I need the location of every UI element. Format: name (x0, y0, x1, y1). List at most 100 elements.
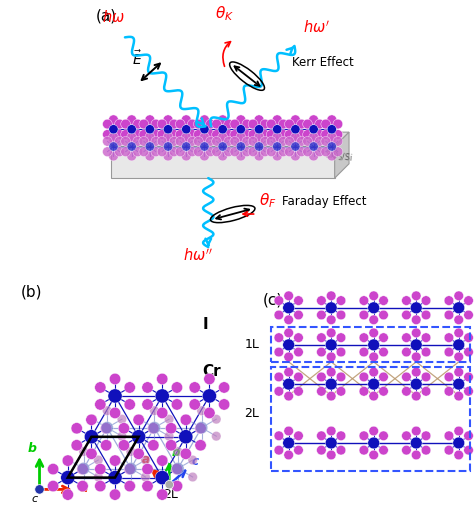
Circle shape (284, 315, 293, 325)
Circle shape (156, 373, 168, 385)
Circle shape (145, 125, 155, 134)
Circle shape (274, 333, 283, 343)
Circle shape (444, 333, 454, 343)
Circle shape (464, 310, 474, 320)
Circle shape (115, 130, 124, 140)
Circle shape (294, 310, 303, 320)
Circle shape (444, 372, 454, 382)
Text: I: I (202, 317, 208, 332)
Text: b: b (27, 442, 36, 455)
Circle shape (163, 151, 173, 161)
Circle shape (79, 447, 88, 456)
Circle shape (165, 481, 173, 489)
Circle shape (317, 296, 326, 305)
Circle shape (102, 136, 112, 146)
Circle shape (100, 440, 112, 451)
Circle shape (454, 352, 464, 362)
Circle shape (336, 445, 346, 455)
Circle shape (102, 406, 112, 416)
Circle shape (411, 391, 421, 401)
Circle shape (95, 382, 106, 393)
Circle shape (200, 134, 210, 144)
Circle shape (224, 130, 234, 140)
Circle shape (401, 296, 411, 305)
Circle shape (368, 378, 380, 390)
Circle shape (95, 463, 106, 475)
Circle shape (182, 142, 191, 151)
Circle shape (148, 440, 159, 451)
Circle shape (454, 328, 464, 338)
Circle shape (294, 347, 303, 357)
Circle shape (164, 125, 173, 134)
Circle shape (278, 130, 288, 140)
Circle shape (211, 431, 221, 441)
Circle shape (169, 136, 179, 146)
Circle shape (327, 125, 337, 134)
Circle shape (151, 119, 161, 129)
Circle shape (294, 386, 303, 396)
Circle shape (274, 296, 283, 305)
Circle shape (79, 481, 88, 490)
Circle shape (206, 130, 215, 140)
Circle shape (260, 147, 270, 156)
Circle shape (369, 291, 379, 301)
Circle shape (274, 372, 283, 382)
Circle shape (309, 115, 319, 125)
Circle shape (163, 132, 173, 142)
Circle shape (317, 386, 326, 396)
Circle shape (236, 125, 246, 134)
Circle shape (182, 132, 191, 142)
Circle shape (327, 291, 336, 301)
Circle shape (327, 132, 337, 142)
Circle shape (317, 347, 326, 357)
Circle shape (401, 310, 411, 320)
Circle shape (109, 134, 118, 144)
Text: Kerr Effect: Kerr Effect (292, 56, 353, 69)
Circle shape (283, 437, 294, 449)
Circle shape (127, 142, 136, 151)
Circle shape (411, 291, 421, 301)
Circle shape (327, 151, 337, 161)
Circle shape (401, 445, 411, 455)
Text: $\theta_F$: $\theta_F$ (258, 191, 276, 210)
Circle shape (325, 378, 337, 390)
Circle shape (464, 431, 474, 441)
Circle shape (327, 367, 336, 377)
Circle shape (218, 134, 228, 144)
Circle shape (242, 147, 252, 156)
Circle shape (206, 119, 215, 129)
Circle shape (109, 115, 118, 125)
Circle shape (317, 431, 326, 441)
Circle shape (133, 414, 144, 425)
Circle shape (182, 125, 191, 134)
Circle shape (175, 130, 185, 140)
Circle shape (124, 481, 136, 492)
Circle shape (336, 310, 346, 320)
Circle shape (195, 423, 206, 434)
Circle shape (218, 142, 227, 151)
Circle shape (117, 431, 127, 441)
Text: $\theta_K$: $\theta_K$ (215, 5, 234, 24)
Circle shape (126, 481, 136, 490)
Circle shape (127, 125, 136, 134)
Circle shape (284, 119, 294, 129)
Circle shape (139, 119, 149, 129)
Circle shape (219, 399, 230, 410)
Circle shape (84, 430, 99, 444)
Circle shape (219, 382, 230, 393)
Circle shape (155, 470, 169, 485)
Circle shape (325, 302, 337, 313)
Circle shape (212, 119, 221, 129)
Circle shape (411, 315, 421, 325)
Text: c: c (191, 455, 199, 468)
Circle shape (327, 142, 337, 151)
Circle shape (236, 142, 246, 151)
Circle shape (284, 391, 293, 401)
Circle shape (453, 339, 465, 351)
Circle shape (368, 339, 380, 351)
Circle shape (291, 151, 301, 161)
Text: SiO$_2$/Si: SiO$_2$/Si (325, 148, 354, 165)
Circle shape (169, 130, 179, 140)
Circle shape (108, 470, 122, 485)
Circle shape (165, 440, 177, 451)
